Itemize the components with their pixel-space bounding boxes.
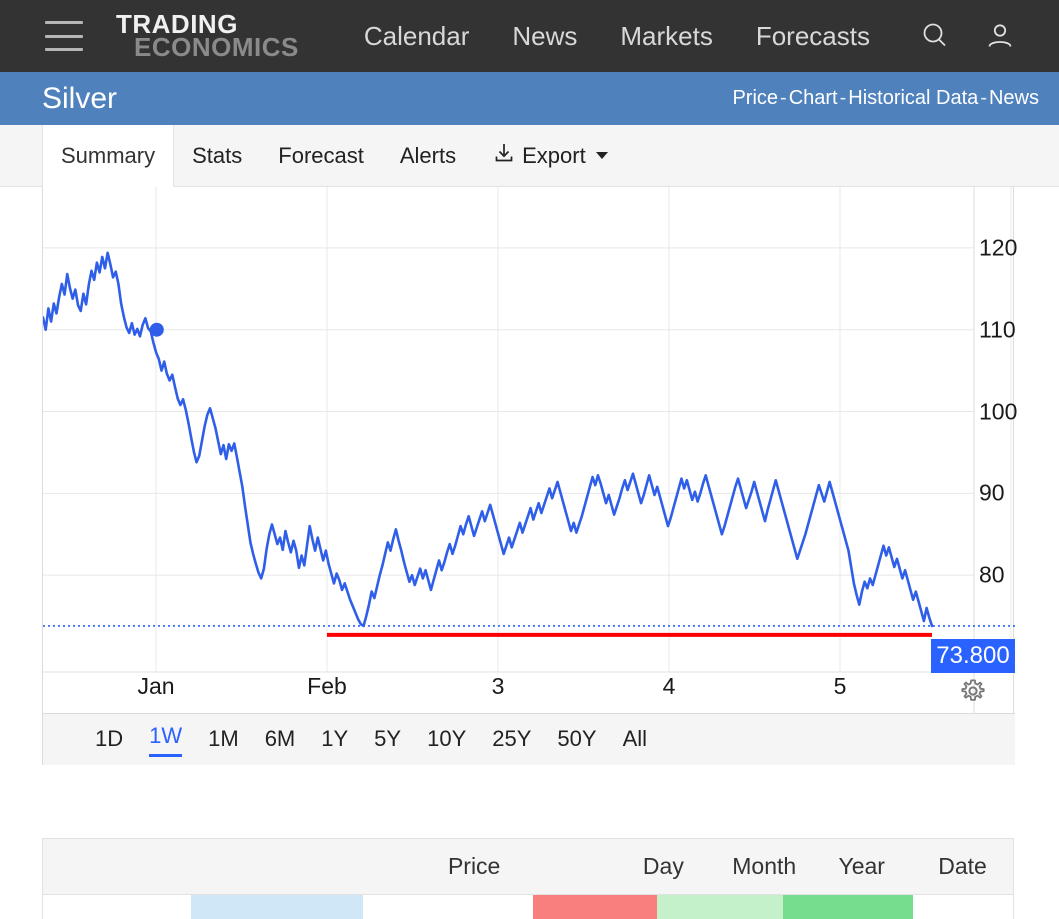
row-cell-date: [913, 895, 1013, 919]
y-axis-labels: 120 110 100 90 80: [974, 187, 1054, 657]
hamburger-bar: [45, 21, 83, 24]
range-button-1d[interactable]: 1D: [95, 725, 124, 751]
table-header-date: Date: [938, 853, 987, 879]
nav-link-markets[interactable]: Markets: [620, 20, 713, 51]
price-chart-svg[interactable]: [43, 187, 1015, 713]
range-button-10y[interactable]: 10Y: [427, 725, 467, 751]
table-header-year: Year: [838, 853, 885, 879]
table-header-row: Price Day Month Year Date: [43, 839, 1013, 895]
time-range-selector: 1D 1W 1M 6M 1Y 5Y 10Y 25Y 50Y All: [43, 713, 1015, 765]
hamburger-menu-icon[interactable]: [45, 21, 83, 51]
chevron-down-icon: [595, 152, 608, 159]
breadcrumb-separator: -: [980, 87, 987, 109]
breadcrumb-historical-data[interactable]: Historical Data: [848, 87, 979, 109]
logo-line-economics: ECONOMICS: [134, 32, 299, 62]
row-cell-label: [43, 895, 191, 919]
range-button-all[interactable]: All: [622, 725, 648, 751]
content-tab-bar: Summary Stats Forecast Alerts Export: [0, 125, 1059, 187]
range-button-1y[interactable]: 1Y: [321, 725, 349, 751]
table-header-price: Price: [447, 853, 501, 879]
tab-alerts[interactable]: Alerts: [399, 142, 457, 168]
user-icon[interactable]: [983, 19, 1017, 53]
tab-export-label: Export: [522, 142, 586, 168]
x-axis-tick-4: 4: [662, 673, 676, 699]
x-axis-tick-3: 3: [491, 673, 505, 699]
row-cell-day-bar: [533, 895, 657, 919]
row-cell-spacer: [363, 895, 533, 919]
y-axis-tick-100: 100: [979, 398, 1018, 425]
y-axis-tick-80: 80: [979, 561, 1005, 588]
download-icon: [492, 141, 516, 171]
page-title: Silver: [42, 81, 118, 115]
chart-series-group: [43, 251, 1015, 637]
page-title-bar: Silver Price - Chart - Historical Data - News: [0, 72, 1059, 125]
main-nav-links: Calendar News Markets Forecasts: [364, 21, 870, 52]
row-cell-year-bar: [783, 895, 913, 919]
tab-export[interactable]: Export: [474, 125, 626, 186]
row-cell-price-bar: [191, 895, 363, 919]
hamburger-bar: [45, 48, 83, 51]
chart-gridlines: [43, 187, 1015, 713]
range-button-1m[interactable]: 1M: [208, 725, 239, 751]
chart-panel[interactable]: 120 110 100 90 80 Jan Feb 3 4 5 73.800 1D 1W 1M 6M 1…: [42, 187, 1017, 765]
range-button-1w[interactable]: 1W: [149, 723, 183, 757]
search-icon[interactable]: [918, 19, 952, 53]
chart-section: 120 110 100 90 80 Jan Feb 3 4 5 73.800 1D 1W 1M 6M 1…: [0, 187, 1059, 765]
range-button-5y[interactable]: 5Y: [374, 725, 402, 751]
breadcrumb-separator: -: [839, 87, 847, 109]
tab-stats[interactable]: Stats: [192, 142, 243, 168]
nav-link-calendar[interactable]: Calendar: [363, 20, 470, 51]
top-navigation-bar: TRADING ECONOMICS Calendar News Markets …: [0, 0, 1059, 72]
y-axis-tick-110: 110: [979, 316, 1016, 343]
y-axis-tick-90: 90: [979, 479, 1005, 506]
nav-link-news[interactable]: News: [512, 20, 578, 51]
x-axis-tick-feb: Feb: [307, 673, 347, 699]
tab-forecast[interactable]: Forecast: [278, 142, 364, 168]
tab-summary[interactable]: Summary: [42, 125, 175, 187]
current-price-badge: 73.800: [931, 639, 1015, 673]
breadcrumb: Price - Chart - Historical Data - News: [732, 87, 1039, 110]
breadcrumb-separator: -: [780, 87, 787, 109]
range-button-25y[interactable]: 25Y: [492, 725, 532, 751]
summary-table: Price Day Month Year Date: [42, 838, 1014, 919]
row-cell-month-bar: [657, 895, 783, 919]
range-button-6m[interactable]: 6M: [264, 725, 296, 751]
breadcrumb-news[interactable]: News: [988, 87, 1039, 109]
table-row[interactable]: [43, 895, 1013, 919]
nav-icon-group: [918, 19, 1017, 53]
gear-icon[interactable]: [931, 675, 1015, 707]
x-axis-tick-5: 5: [833, 673, 847, 699]
x-axis-labels: Jan Feb 3 4 5: [43, 673, 1015, 713]
table-header-month: Month: [732, 853, 797, 879]
range-button-50y[interactable]: 50Y: [557, 725, 597, 751]
logo-line-trading: TRADING: [116, 9, 238, 40]
table-header-day: Day: [642, 853, 684, 879]
breadcrumb-chart[interactable]: Chart: [788, 87, 838, 109]
site-logo[interactable]: TRADING ECONOMICS: [116, 9, 299, 62]
x-axis-tick-jan: Jan: [137, 673, 175, 699]
hamburger-bar: [45, 34, 83, 38]
breadcrumb-price[interactable]: Price: [732, 87, 779, 109]
nav-link-forecasts[interactable]: Forecasts: [755, 20, 870, 51]
y-axis-tick-120: 120: [979, 234, 1018, 261]
